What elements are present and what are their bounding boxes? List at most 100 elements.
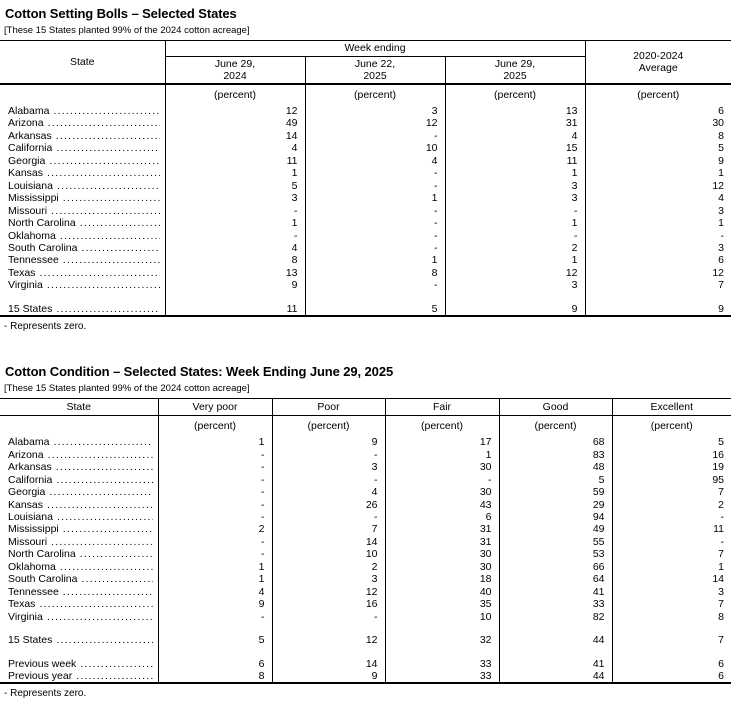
dot-leader (63, 254, 160, 266)
value-cell: 64 (498, 573, 612, 586)
value-cell: 1 (444, 167, 585, 180)
table-row: Alabama1917685 (0, 436, 731, 449)
value-cell: 44 (498, 669, 612, 685)
table2-unit-label: (percent) (611, 415, 731, 437)
row-label: Missouri (0, 536, 158, 548)
value-cell: - (157, 610, 272, 624)
value-cell: 83 (498, 448, 612, 462)
value-cell: 26 (271, 498, 385, 511)
value-cell: 41 (498, 585, 612, 599)
value-cell: 30 (384, 560, 499, 574)
value-cell: 1 (304, 192, 445, 205)
value-cell: 16 (611, 448, 731, 462)
value-cell: 9 (271, 669, 385, 685)
table-row: Previous week61433416 (0, 657, 731, 670)
dot-leader (80, 548, 153, 560)
table2-footnote: - Represents zero. (4, 688, 87, 700)
dot-leader (56, 142, 159, 154)
value-cell: - (157, 510, 272, 524)
value-cell: 1 (444, 217, 585, 230)
table1-col-header-june22-2025: June 22, 2025 (304, 56, 445, 85)
value-cell: - (304, 167, 445, 180)
value-cell: 33 (384, 657, 499, 670)
table1-unit-label: (percent) (164, 84, 305, 105)
table-row: Alabama123136 (0, 105, 731, 118)
dot-leader (49, 486, 152, 498)
value-cell: 2 (444, 241, 585, 255)
value-cell: 40 (384, 585, 499, 599)
row-label: Tennessee (0, 254, 165, 266)
value-cell: 82 (498, 610, 612, 624)
table1-group-header-row: State Week ending 2020-2024 Average (0, 40, 731, 85)
value-cell: 4 (164, 142, 305, 155)
table-row: 15 States11599 (0, 302, 731, 318)
value-cell: 9 (584, 302, 731, 318)
row-label: Virginia (0, 611, 158, 623)
table2-unit-label: (percent) (271, 415, 385, 437)
table2-unit-row: (percent) (percent) (percent) (percent) … (0, 415, 731, 437)
value-cell: 31 (384, 535, 499, 549)
value-cell: - (444, 204, 585, 218)
value-cell: 1 (164, 167, 305, 180)
dot-leader (39, 598, 152, 610)
value-cell: 2 (611, 498, 731, 511)
value-cell: 10 (304, 142, 445, 155)
row-label: Alabama (0, 105, 165, 117)
value-cell: 1 (444, 254, 585, 267)
value-cell: 17 (384, 436, 499, 449)
value-cell: 9 (271, 436, 385, 449)
value-cell: 1 (584, 217, 731, 230)
dot-leader (49, 155, 159, 167)
table-row: Tennessee41240413 (0, 585, 731, 599)
value-cell: - (384, 473, 499, 487)
value-cell: - (164, 229, 305, 242)
value-cell: 2 (271, 560, 385, 574)
table1-state-header: State (0, 40, 166, 85)
row-label: Oklahoma (0, 561, 158, 573)
table1-title: Cotton Setting Bolls – Selected States (5, 6, 237, 21)
table2-header-row: State Very poor Poor Fair Good Excellent (0, 398, 731, 417)
cotton-condition-table: State Very poor Poor Fair Good Excellent… (0, 398, 731, 685)
value-cell: 1 (611, 560, 731, 574)
value-cell: 33 (384, 669, 499, 685)
row-label: Texas (0, 267, 165, 279)
value-cell: 13 (444, 105, 585, 118)
value-cell: 1 (157, 560, 272, 574)
value-cell: - (271, 610, 385, 624)
table-row: Tennessee8116 (0, 254, 731, 267)
dot-leader (53, 436, 152, 448)
value-cell (611, 646, 731, 658)
value-cell: - (611, 510, 731, 524)
row-label: Arkansas (0, 130, 165, 142)
dot-leader (51, 205, 159, 217)
table-row: Virginia9-37 (0, 279, 731, 292)
value-cell: 11 (444, 154, 585, 168)
value-cell: 30 (384, 461, 499, 474)
table1-unit-label: (percent) (444, 84, 585, 105)
value-cell: 10 (384, 610, 499, 624)
value-cell: 15 (444, 142, 585, 155)
value-cell: 31 (384, 523, 499, 536)
value-cell: - (157, 486, 272, 499)
value-cell: 11 (164, 302, 305, 318)
row-label: Mississippi (0, 523, 158, 535)
value-cell: - (157, 461, 272, 474)
table-row: Oklahoma1230661 (0, 560, 731, 574)
dot-leader (39, 267, 159, 279)
value-cell: 8 (304, 266, 445, 280)
table1-unit-spacer (0, 84, 165, 105)
value-cell: 14 (271, 657, 385, 670)
value-cell (384, 646, 499, 658)
row-label: Mississippi (0, 192, 165, 204)
value-cell: 9 (584, 154, 731, 168)
value-cell: - (271, 473, 385, 487)
dot-leader (80, 658, 152, 670)
value-cell: 6 (584, 254, 731, 267)
dot-leader (47, 611, 153, 623)
table1-col-header-june29-2025: June 29, 2025 (444, 56, 585, 85)
value-cell: 12 (584, 179, 731, 193)
dot-leader (76, 670, 152, 682)
value-cell: 3 (611, 585, 731, 599)
